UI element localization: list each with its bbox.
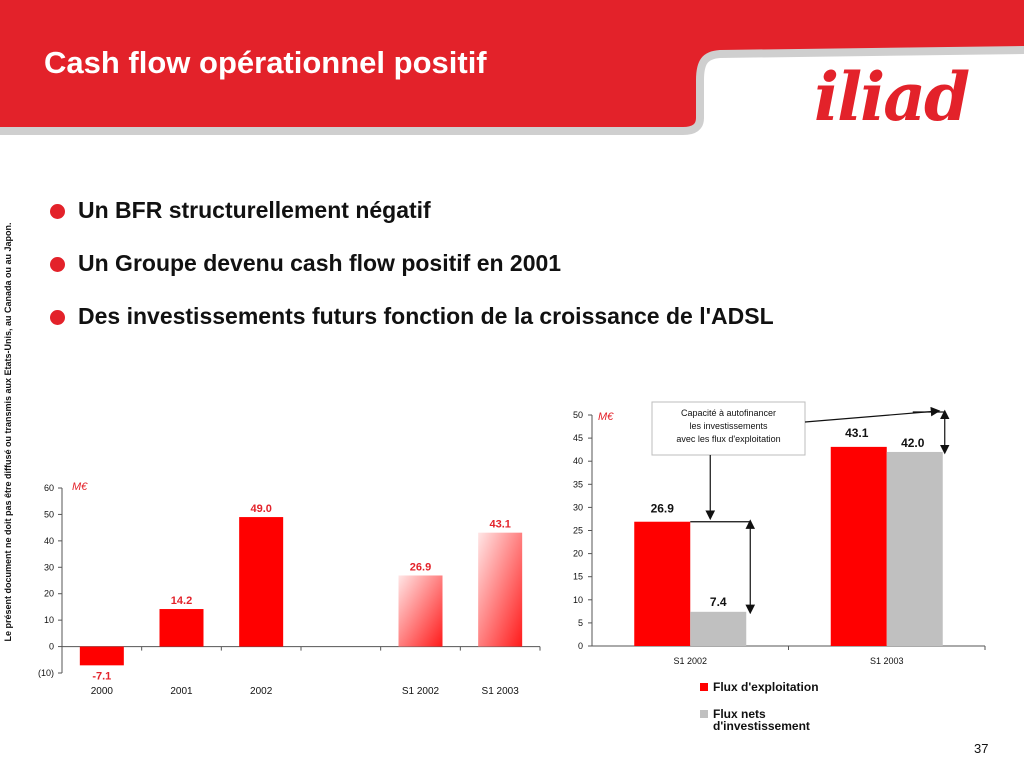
x-tick-label: 2001 <box>170 686 193 697</box>
bar <box>478 532 523 647</box>
bullet-text: Des investissements futurs fonction de l… <box>78 303 774 329</box>
y-tick-label: 20 <box>573 549 583 559</box>
bar <box>690 611 747 646</box>
bar <box>159 609 204 647</box>
annotation-text: Capacité à autofinancer <box>681 408 776 418</box>
y-tick-label: 0 <box>49 642 54 652</box>
legend-swatch <box>700 710 708 718</box>
y-tick-label: 50 <box>573 410 583 420</box>
data-label: 7.4 <box>710 595 727 609</box>
annotation-text: avec les flux d'exploitation <box>676 434 780 444</box>
y-tick-label: 30 <box>44 562 54 572</box>
slide-title: Cash flow opérationnel positif <box>44 45 487 80</box>
y-tick-label: (10) <box>38 668 54 678</box>
x-tick-label: S1 2003 <box>870 656 904 666</box>
data-label: 43.1 <box>845 426 869 440</box>
y-tick-label: 45 <box>573 433 583 443</box>
y-tick-label: 25 <box>573 526 583 536</box>
bullet-text: Un BFR structurellement négatif <box>78 197 431 223</box>
y-tick-label: 15 <box>573 572 583 582</box>
bullet-dot-icon <box>50 310 65 325</box>
data-label: 43.1 <box>489 519 510 531</box>
slide-header <box>0 0 1024 135</box>
y-tick-label: 40 <box>44 536 54 546</box>
y-tick-label: 10 <box>44 615 54 625</box>
y-tick-label: 40 <box>573 456 583 466</box>
iliad-logo: iliad <box>814 58 970 136</box>
y-tick-label: 50 <box>44 509 54 519</box>
y-tick-label: 30 <box>573 502 583 512</box>
data-label: 14.2 <box>171 595 192 607</box>
x-tick-label: 2000 <box>91 686 114 697</box>
y-tick-label: 60 <box>44 483 54 493</box>
bar <box>886 451 943 646</box>
bullet-item: Un BFR structurellement négatif <box>50 197 774 250</box>
legend-swatch <box>700 683 708 691</box>
bullet-list: Un BFR structurellement négatif Un Group… <box>50 197 774 356</box>
unit-label: M€ <box>598 411 614 423</box>
header-grey-edge <box>0 46 1024 135</box>
unit-label: M€ <box>72 481 88 493</box>
data-label: -7.1 <box>92 670 111 682</box>
page-number: 37 <box>974 741 989 756</box>
header-red-band <box>0 0 1024 131</box>
bullet-text: Un Groupe devenu cash flow positif en 20… <box>78 250 562 276</box>
bullet-dot-icon <box>50 257 65 272</box>
x-tick-label: 2002 <box>250 686 273 697</box>
y-tick-label: 35 <box>573 479 583 489</box>
legend-label: Flux d'exploitation <box>713 680 819 694</box>
annotation-text: les investissements <box>689 421 768 431</box>
annotation-pointer-right <box>804 406 941 423</box>
bar <box>239 517 284 647</box>
data-label: 42.0 <box>901 436 925 450</box>
bullet-item: Des investissements futurs fonction de l… <box>50 303 774 356</box>
bullet-item: Un Groupe devenu cash flow positif en 20… <box>50 250 774 303</box>
y-tick-label: 20 <box>44 589 54 599</box>
data-label: 49.0 <box>250 503 271 515</box>
annotation-box <box>651 401 806 456</box>
x-tick-label: S1 2002 <box>673 656 707 666</box>
y-tick-label: 0 <box>578 641 583 651</box>
x-tick-label: S1 2002 <box>402 686 440 697</box>
legend-label-continued: d'investissement <box>713 719 810 733</box>
bar <box>79 646 124 666</box>
data-label: 26.9 <box>410 561 431 573</box>
data-label: 26.9 <box>651 502 675 516</box>
x-tick-label: S1 2003 <box>482 686 520 697</box>
bar <box>634 521 691 646</box>
bullet-dot-icon <box>50 204 65 219</box>
bar <box>398 575 443 647</box>
bar <box>830 446 887 646</box>
legend-label: Flux nets <box>713 707 766 721</box>
y-tick-label: 5 <box>578 618 583 628</box>
y-tick-label: 10 <box>573 595 583 605</box>
